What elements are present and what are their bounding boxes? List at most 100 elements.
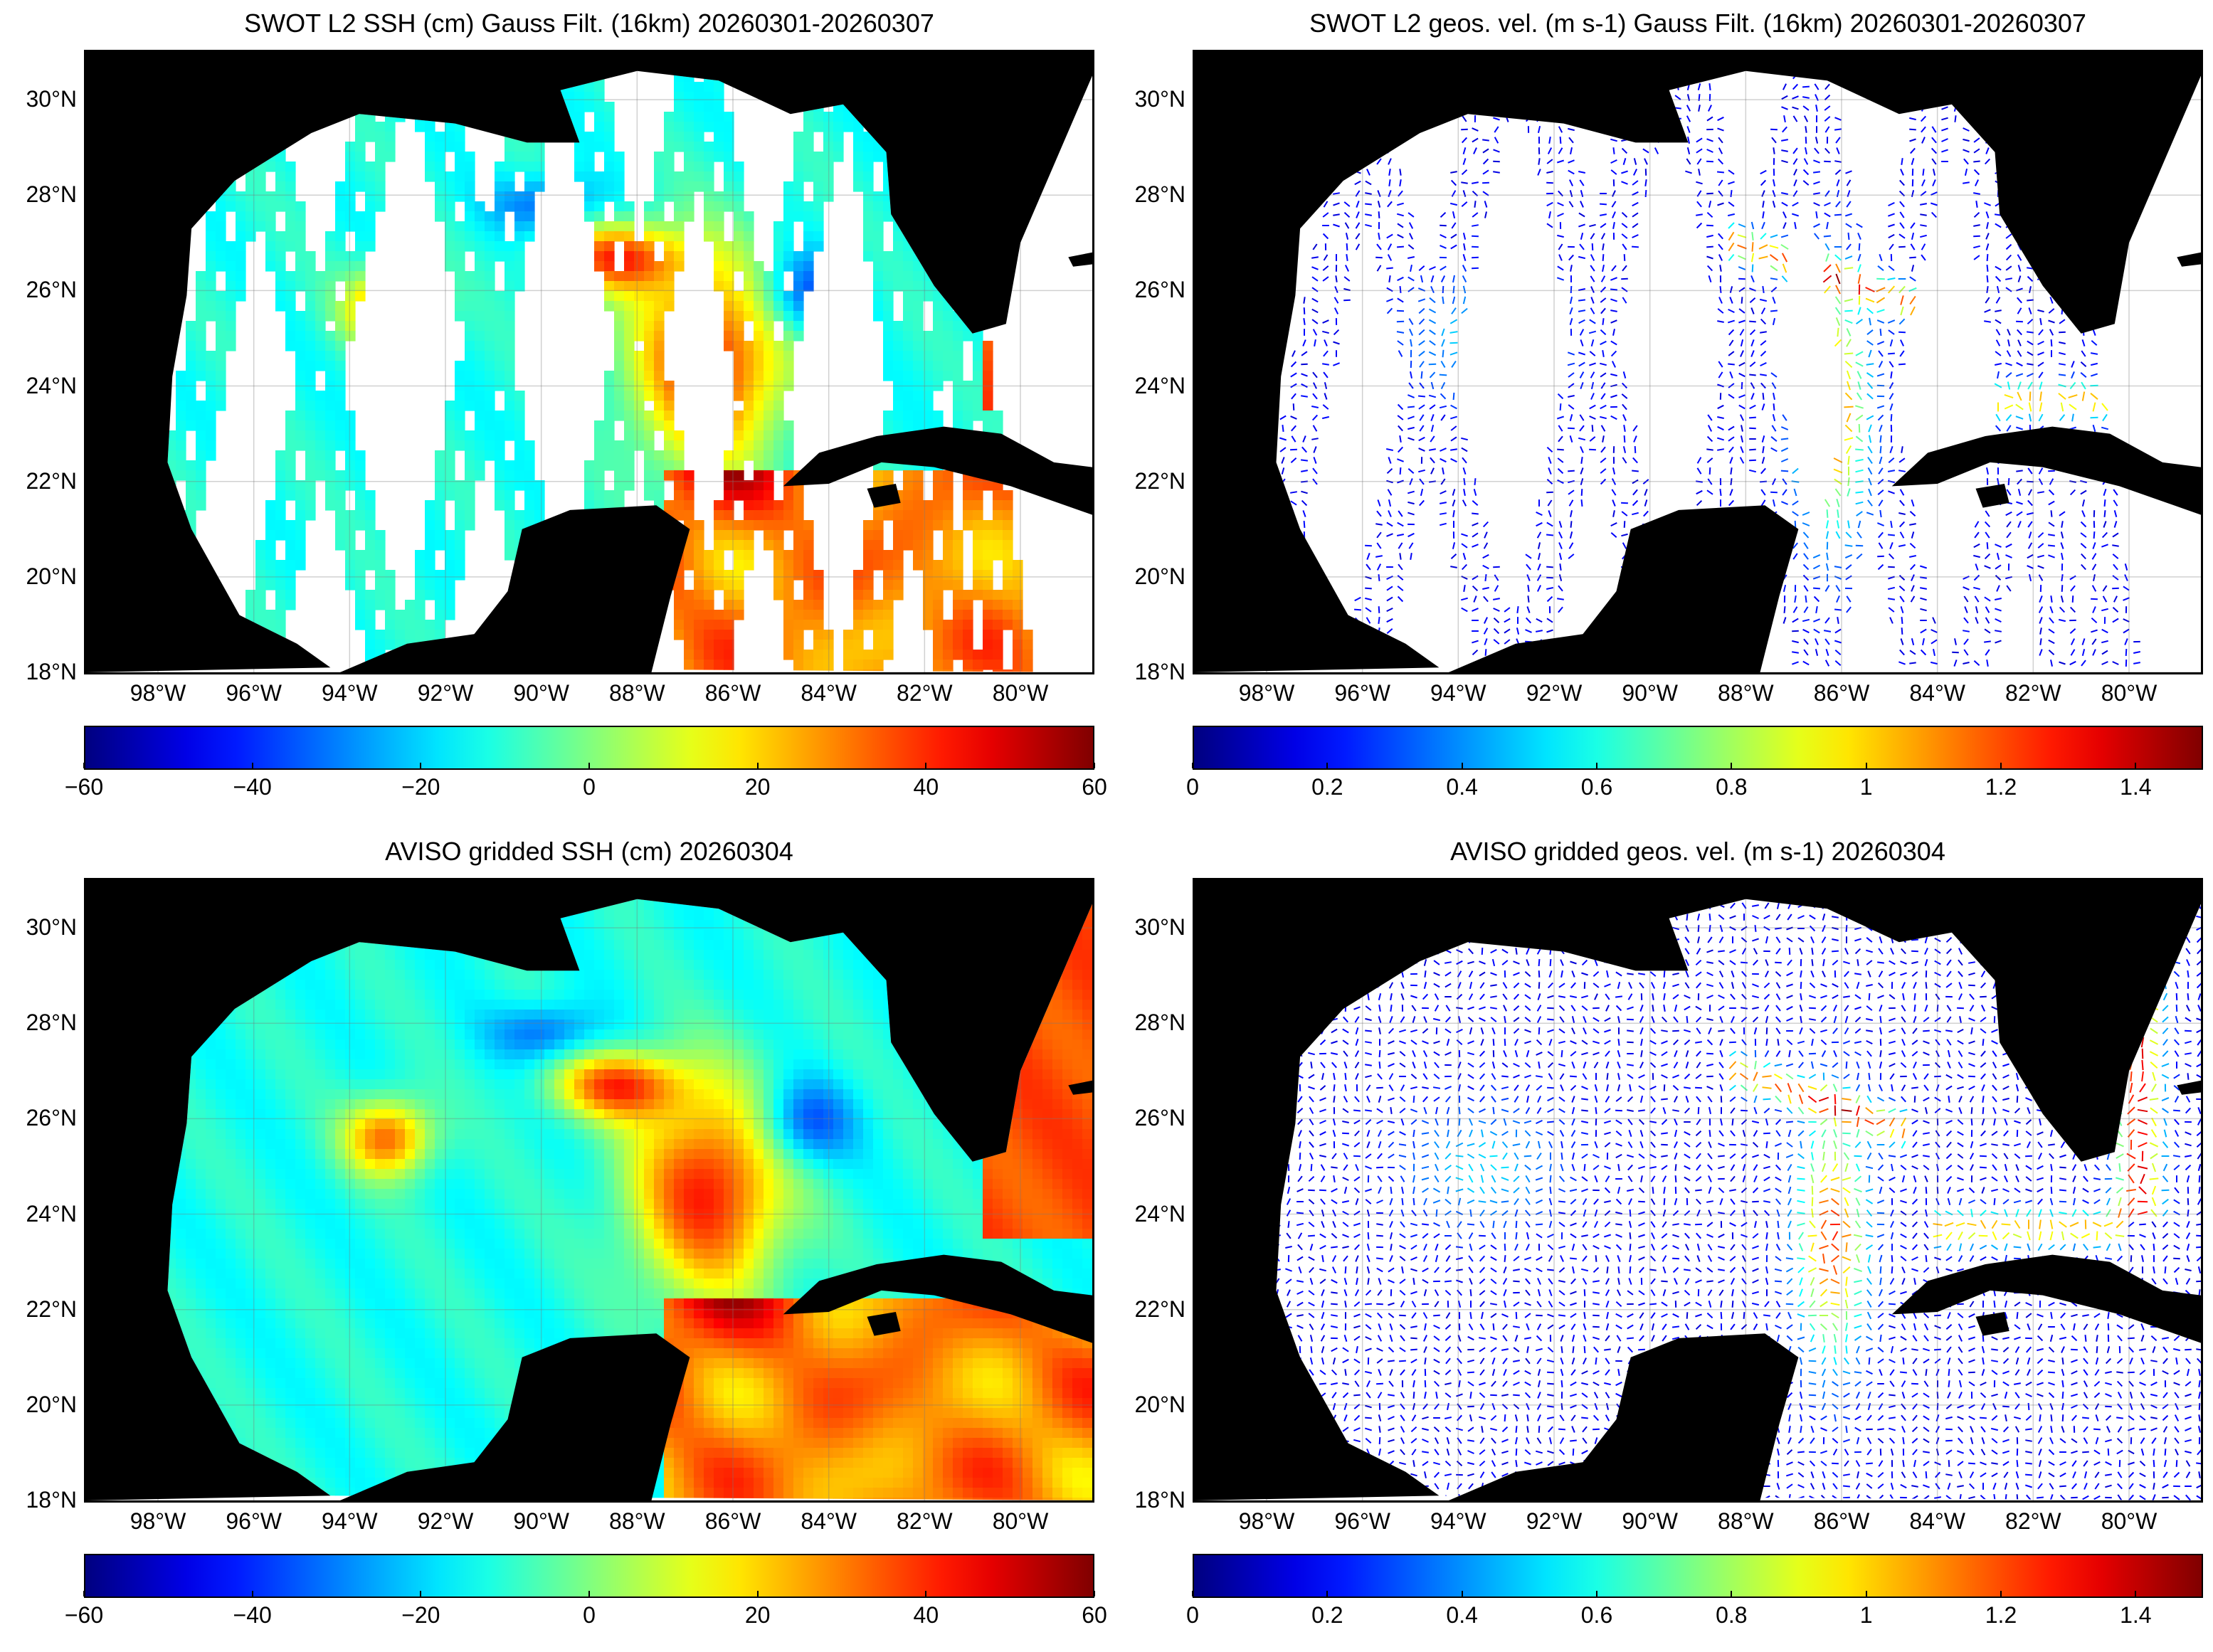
colorbar-tick [420,1591,422,1597]
colorbar-tick [1094,763,1095,768]
lon-label: 84°W [1909,680,1965,706]
colorbar-tick-label: −60 [64,774,104,800]
colorbar-tick-label: −20 [401,774,440,800]
lon-label: 88°W [609,680,665,706]
lon-label: 90°W [1622,1508,1678,1534]
colorbar-tick [1192,763,1193,768]
lat-label: 20°N [26,1391,78,1417]
lat-label: 22°N [26,1296,78,1322]
colorbar-tick-label: −40 [233,774,272,800]
lat-label: 22°N [1134,467,1186,494]
colorbar-tick [1596,763,1597,768]
colorbar-tick-label: −20 [401,1602,440,1628]
lon-label: 80°W [992,680,1049,706]
colorbar-tick [1731,763,1733,768]
colorbar-tick-label: 0 [583,1602,596,1628]
lat-label: 24°N [26,372,78,398]
colorbar-tick-label: 1.4 [2120,1602,2152,1628]
lat-label: 18°N [26,1487,78,1513]
map-canvas [86,880,1092,1500]
lon-label: 80°W [2101,1508,2157,1534]
colorbar-tick [1865,763,1867,768]
colorbar-swot-vel [1193,726,2203,770]
panel-title-aviso-vel: AVISO gridded geos. vel. (m s-1) 2026030… [1450,837,1945,866]
lon-label: 86°W [704,680,761,706]
colorbar-tick [756,763,759,768]
lon-label: 88°W [1718,680,1774,706]
lat-label: 20°N [1134,1391,1186,1417]
lat-label: 30°N [1134,86,1186,112]
land-mask [86,880,1092,1500]
colorbar-aviso-vel [1193,1554,2203,1598]
lat-label: 28°N [1134,181,1186,208]
lat-label: 22°N [1134,1296,1186,1322]
land-mask [86,52,1092,672]
colorbar-tick-label: 0.4 [1446,1602,1478,1628]
lat-label: 24°N [1134,1200,1186,1227]
lat-label: 28°N [26,1010,78,1036]
map-swot-ssh [84,50,1094,674]
lon-label: 82°W [2005,680,2061,706]
lon-label: 90°W [513,1508,569,1534]
lon-label: 90°W [513,680,569,706]
colorbar-tick [251,1591,253,1597]
colorbar-tick-label: 20 [744,774,771,800]
colorbar-tick-label: 0.8 [1716,1602,1748,1628]
colorbar-tick [1461,763,1463,768]
lat-label: 24°N [1134,372,1186,398]
colorbar-tick-label: 0 [583,774,596,800]
colorbar-tick-label: 0.8 [1716,774,1748,800]
colorbar-tick [1731,1591,1733,1597]
map-canvas [1195,52,2201,672]
colorbar-tick-label: 0.2 [1311,774,1343,800]
lon-label: 86°W [704,1508,761,1534]
lat-label: 26°N [26,1105,78,1131]
lon-label: 86°W [1813,1508,1870,1534]
land-mask [1195,52,2201,672]
lon-label: 84°W [801,1508,857,1534]
panel-title-swot-vel: SWOT L2 geos. vel. (m s-1) Gauss Filt. (… [1309,9,2086,38]
lon-label: 92°W [1526,680,1583,706]
lon-label: 94°W [322,680,378,706]
colorbar-tick-label: 60 [1082,1602,1107,1628]
colorbar-tick [420,763,422,768]
colorbar-aviso-ssh [84,1554,1094,1598]
lon-label: 92°W [417,1508,474,1534]
lat-label: 18°N [1134,1487,1186,1513]
map-swot-vel [1193,50,2203,674]
lat-label: 22°N [26,467,78,494]
lon-label: 80°W [2101,680,2157,706]
colorbar-tick [588,763,590,768]
colorbar-tick [2000,1591,2002,1597]
lat-label: 28°N [26,181,78,208]
colorbar-tick [1596,1591,1597,1597]
colorbar-tick-label: 40 [913,1602,939,1628]
colorbar-tick [1865,1591,1867,1597]
lon-label: 96°W [226,680,282,706]
colorbar-tick-label: 1.2 [1985,1602,2017,1628]
map-canvas [86,52,1092,672]
lon-label: 96°W [1334,1508,1390,1534]
lat-label: 18°N [26,659,78,684]
lat-label: 18°N [1134,659,1186,684]
colorbar-tick-label: 0.4 [1446,774,1478,800]
lon-label: 84°W [1909,1508,1965,1534]
colorbar-tick-label: 1.4 [2120,774,2152,800]
colorbar-tick [1461,1591,1463,1597]
lat-label: 26°N [26,277,78,303]
lat-label: 30°N [26,86,78,112]
colorbar-tick-label: 0 [1186,1602,1199,1628]
colorbar-tick-label: 40 [913,774,939,800]
lon-label: 96°W [1334,680,1390,706]
lon-label: 82°W [897,680,953,706]
colorbar-tick-label: −40 [233,1602,272,1628]
lon-label: 84°W [801,680,857,706]
lon-label: 92°W [1526,1508,1583,1534]
lat-label: 20°N [1134,563,1186,589]
panel-title-aviso-ssh: AVISO gridded SSH (cm) 20260304 [385,837,793,866]
colorbar-tick [1192,1591,1193,1597]
colorbar-tick [588,1591,590,1597]
colorbar-tick [925,763,927,768]
lon-label: 98°W [130,1508,186,1534]
lat-label: 24°N [26,1200,78,1227]
